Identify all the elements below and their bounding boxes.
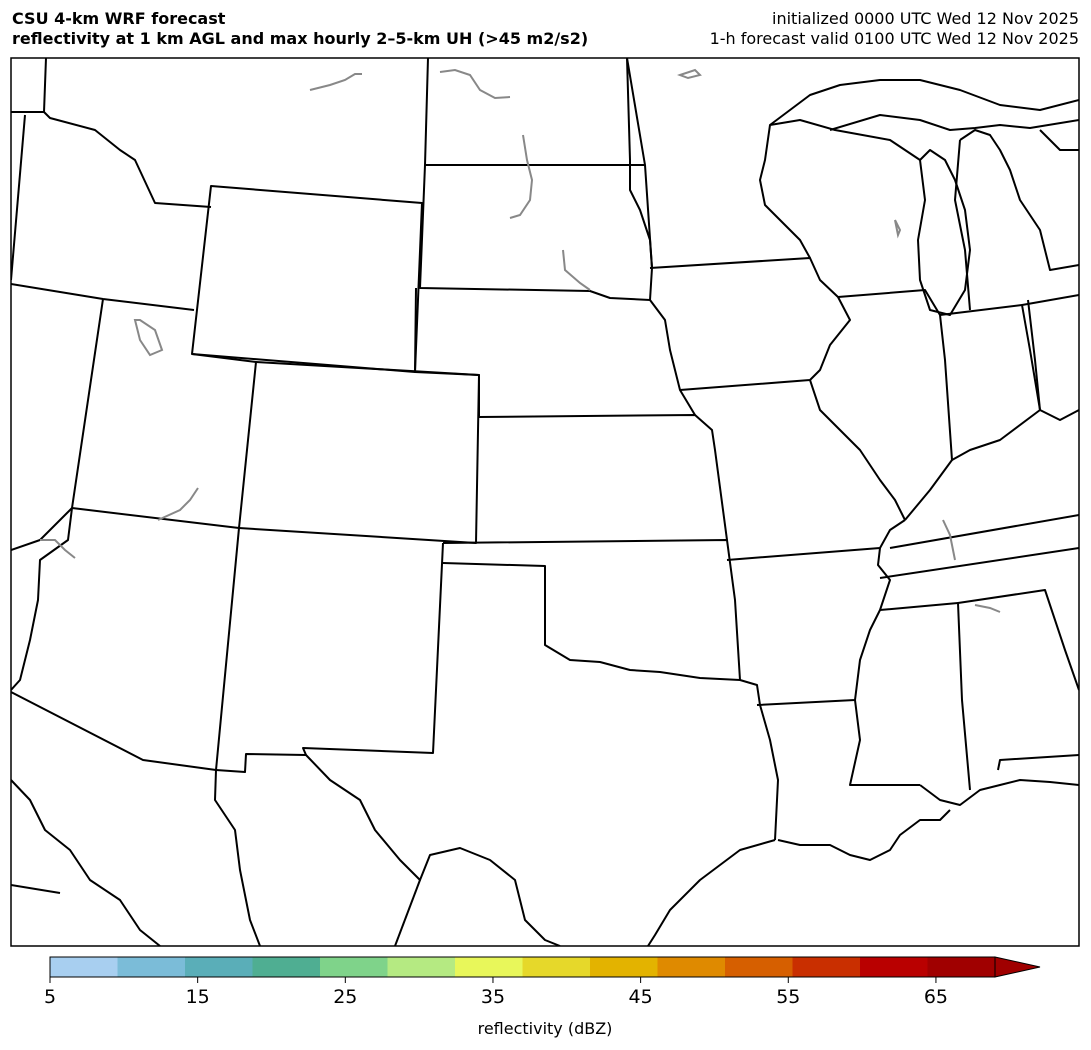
colorbar-segment	[320, 957, 388, 977]
colorbar-label: reflectivity (dBZ)	[477, 1019, 613, 1038]
colorbar-segment	[657, 957, 726, 977]
colorbar-tick-label: 45	[628, 986, 653, 1008]
colorbar-tick-label: 15	[185, 986, 210, 1008]
colorbar-segment	[387, 957, 456, 977]
colorbar-extend-arrow	[994, 956, 1041, 978]
valid-time: 1-h forecast valid 0100 UTC Wed 12 Nov 2…	[709, 29, 1079, 48]
colorbar-segment	[725, 957, 793, 977]
title-line-2: reflectivity at 1 km AGL and max hourly …	[12, 29, 589, 48]
colorbar-segment	[50, 957, 118, 977]
colorbar-segment	[927, 957, 996, 977]
colorbar-segment	[252, 957, 321, 977]
colorbar-segment	[860, 957, 928, 977]
colorbar-segment	[522, 957, 591, 977]
colorbar-tick-label: 35	[480, 986, 506, 1008]
colorbar-segment	[455, 957, 523, 977]
colorbar-tick-label: 55	[776, 986, 801, 1008]
title-line-1: CSU 4-km WRF forecast	[12, 9, 226, 28]
colorbar-segment	[792, 957, 861, 977]
colorbar-tick-label: 65	[923, 986, 949, 1008]
init-time: initialized 0000 UTC Wed 12 Nov 2025	[772, 9, 1079, 28]
colorbar-tick-label: 5	[43, 986, 57, 1008]
colorbar-segment	[185, 957, 253, 977]
state-borders	[11, 58, 1079, 946]
colorbar-segment	[590, 957, 658, 977]
colorbar-segment	[117, 957, 186, 977]
colorbar	[49, 956, 1041, 983]
map-frame	[10, 57, 1080, 947]
water-features	[40, 68, 1001, 613]
colorbar-tick-label: 25	[333, 986, 358, 1008]
